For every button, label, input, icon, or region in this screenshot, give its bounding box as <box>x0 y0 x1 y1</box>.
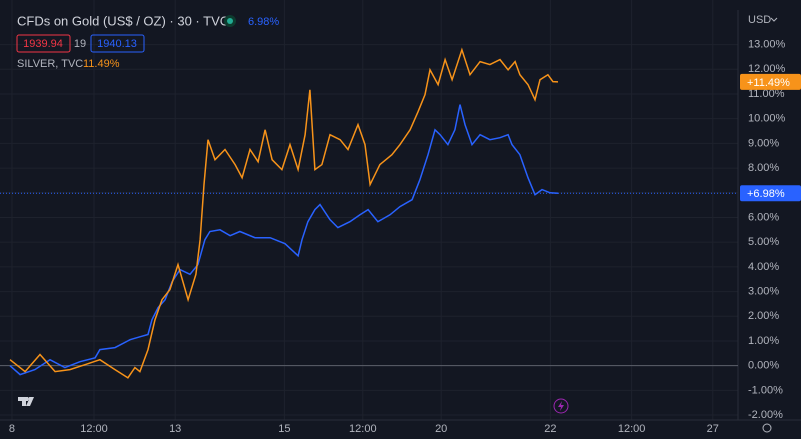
settings-button[interactable] <box>762 423 772 433</box>
y-tick-label: 8.00% <box>748 162 779 174</box>
y-tick-label: 12.00% <box>748 63 786 75</box>
y-tick-label: 0.00% <box>748 360 779 372</box>
ohlc-box <box>16 34 71 53</box>
x-tick-label: 15 <box>278 423 290 435</box>
ohlc-box <box>90 34 145 53</box>
last-value-tag <box>740 185 801 202</box>
series-line <box>9 47 559 379</box>
y-tick-label: 2.00% <box>748 310 779 322</box>
x-tick-label: 12:00 <box>80 423 108 435</box>
x-tick-label: 27 <box>707 423 719 435</box>
ohlc-label: 1940.13 <box>97 38 137 50</box>
last-value-label: +11.49% <box>747 77 790 89</box>
y-tick-label: 9.00% <box>748 137 779 149</box>
y-tick-label: 10.00% <box>748 113 786 125</box>
last-value-tag <box>740 73 801 90</box>
y-tick-label: 11.00% <box>748 88 785 100</box>
x-tick-label: 8 <box>9 423 15 435</box>
y-tick-label: 3.00% <box>748 285 779 297</box>
logo <box>18 397 34 406</box>
lightning-button[interactable] <box>553 398 569 414</box>
x-tick-label: 13 <box>169 423 181 435</box>
x-tick-label: 22 <box>544 423 556 435</box>
y-tick-label: 4.00% <box>748 261 779 273</box>
ohlc-label: 1939.94 <box>23 38 63 50</box>
x-tick-label: 12:00 <box>349 423 377 435</box>
x-tick-label: 12:00 <box>618 423 646 435</box>
y-tick-label: 5.00% <box>748 236 779 248</box>
ohlc-label: 19 <box>74 38 86 50</box>
y-tick-label: 13.00% <box>748 38 786 50</box>
currency-caret <box>770 17 778 22</box>
legend-value: 11.49% <box>83 58 120 70</box>
legend-entry: SILVER, TVC <box>17 58 83 70</box>
y-tick-label: -2.00% <box>748 409 783 421</box>
y-tick-label: 6.00% <box>748 211 779 223</box>
chart-title: CFDs on Gold (US$ / OZ) · 30 · TVC <box>17 13 229 28</box>
series-line <box>9 104 559 376</box>
legend-value: 6.98% <box>248 16 279 28</box>
y-tick-label: -1.00% <box>748 384 783 396</box>
status-dot <box>227 18 233 24</box>
x-tick-label: 20 <box>435 423 447 435</box>
lightning-icon <box>558 401 564 411</box>
currency-label[interactable]: USD <box>748 14 771 26</box>
y-tick-label: 1.00% <box>748 335 779 347</box>
plot <box>0 47 738 379</box>
last-value-label: +6.98% <box>747 188 785 200</box>
